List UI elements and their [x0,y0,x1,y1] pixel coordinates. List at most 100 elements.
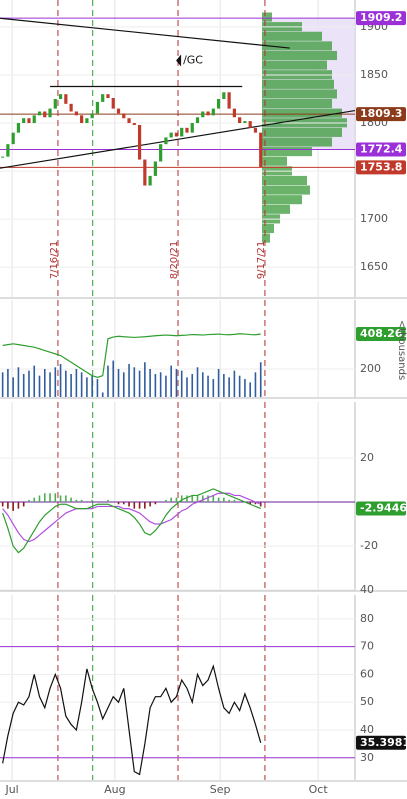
volume-bar [154,374,157,397]
event-label: 9/17/21 [256,241,267,280]
histogram-bar [228,499,230,503]
volume-bar [96,379,99,397]
candle [211,108,215,116]
histogram-bar [122,502,125,505]
volume-bar [59,363,62,397]
volume-bar [186,377,188,397]
volume-ma [2,333,261,378]
histogram-bar [43,493,46,503]
histogram-bar [75,499,78,503]
candle [32,115,36,124]
volume-bar [133,367,136,397]
candle [6,144,10,157]
y-tick-label: 70 [360,640,374,653]
histogram-bar [144,502,146,509]
histogram-bar [49,493,51,503]
volume-bar [238,375,241,397]
histogram-bar [59,495,62,503]
volume-bar [128,363,130,397]
volume-bar [159,372,162,397]
annotation-arrow [176,54,182,67]
candle [22,118,26,124]
volume-bar [117,368,120,397]
profile-bar [262,31,322,41]
y-tick-label: 200 [360,362,381,375]
histogram-bar [212,495,215,503]
candle [127,118,131,124]
histogram-bar [175,497,178,503]
candle [253,127,258,133]
profile-bar [262,41,332,51]
y-tick-label: 1650 [360,260,388,273]
y-tick-label: -20 [360,539,378,552]
profile-bar [262,50,337,61]
profile-bar [262,204,290,214]
candle [69,103,73,112]
histogram-bar [191,495,194,503]
candle [159,144,163,162]
candle [232,108,236,118]
candle [143,159,147,186]
candle [174,132,179,137]
y-tick-label: 20 [360,451,374,464]
candle [206,111,210,116]
profile-bar [262,60,327,70]
candle [227,92,231,109]
volume-bar [196,367,199,397]
candle [64,94,68,104]
volume-bar [165,375,167,397]
histogram-bar [133,502,136,509]
volume-bar [7,368,9,397]
histogram-bar [201,495,204,503]
candle [11,132,15,145]
y-tick-label: 1700 [360,212,388,225]
candle [106,94,110,99]
histogram-bar [196,495,199,503]
volume-bar [33,365,36,397]
value-box [356,160,406,175]
volume-bar [233,370,236,397]
candle [195,117,200,124]
volume-bar [228,377,230,397]
histogram-bar [33,497,36,503]
volume-bar [254,372,257,397]
value-label: 1809.3 [360,107,402,120]
histogram-bar [54,493,57,503]
histogram-bar [207,495,209,503]
candle [48,108,52,118]
panel-bg [0,300,355,397]
profile-bar [262,195,302,205]
volume-bar [1,372,4,397]
value-box [356,501,406,516]
histogram-bar [22,502,25,507]
candle [201,111,205,118]
rsi-line [2,664,262,776]
histogram-bar [65,495,67,503]
candle [248,121,252,128]
y-tick-label: 60 [360,667,374,680]
volume-bar [75,368,78,397]
candle [1,156,5,158]
candle [53,99,57,109]
volume-bar [212,379,215,397]
histogram-bar [233,499,236,503]
volume-bar [149,368,151,397]
macd-line [2,488,261,554]
volume-bar [138,370,141,397]
panel-bg [0,402,355,590]
unit-label: <thousands [396,320,407,380]
x-tick-label: Sep [210,783,231,796]
histogram-bar [217,497,220,503]
volume-bar [217,368,220,397]
histogram-bar [165,499,167,503]
value-label: 1753.8 [360,160,402,173]
volume-bar [175,368,178,397]
trend-line [0,17,290,49]
profile-bar [262,108,342,118]
candle [116,108,121,114]
profile-bar [262,185,310,195]
volume-bar [49,372,51,397]
histogram-bar [1,502,4,507]
candle [137,124,142,160]
candle [95,101,100,114]
